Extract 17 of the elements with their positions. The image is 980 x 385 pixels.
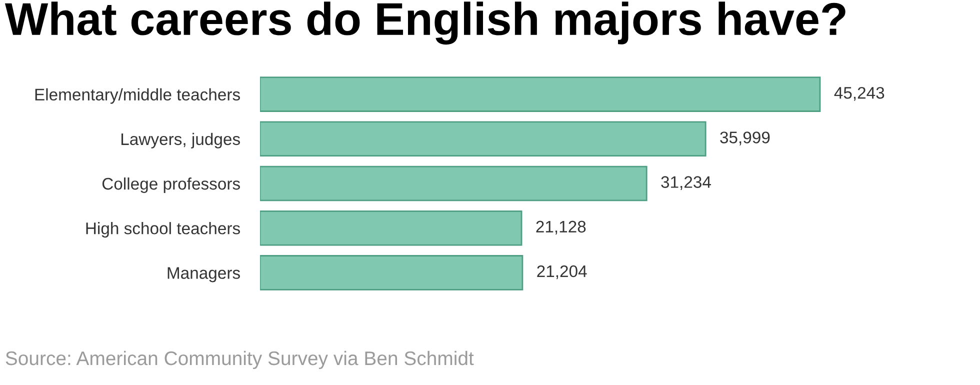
data-label: 45,243 [834, 86, 884, 101]
y-tick-label: College professors [102, 177, 240, 193]
y-tick-label: Lawyers, judges [121, 132, 240, 148]
bar [260, 255, 524, 290]
data-label: 35,999 [720, 132, 770, 146]
bar [260, 121, 706, 157]
data-label: 21,128 [536, 220, 586, 235]
y-tick-label: Managers [168, 267, 240, 282]
chart-title: What careers do English majors have? [4, 2, 846, 45]
y-tick-label: Elementary/middle teachers [35, 88, 240, 104]
bar [260, 166, 648, 202]
data-label: 31,234 [661, 176, 711, 190]
y-tick-label: High school teachers [86, 222, 240, 238]
source-note: Source: American Community Survey via Ben Schmidt [6, 350, 474, 370]
data-label: 21,204 [537, 265, 587, 280]
bar [260, 76, 821, 112]
bar [260, 210, 522, 246]
